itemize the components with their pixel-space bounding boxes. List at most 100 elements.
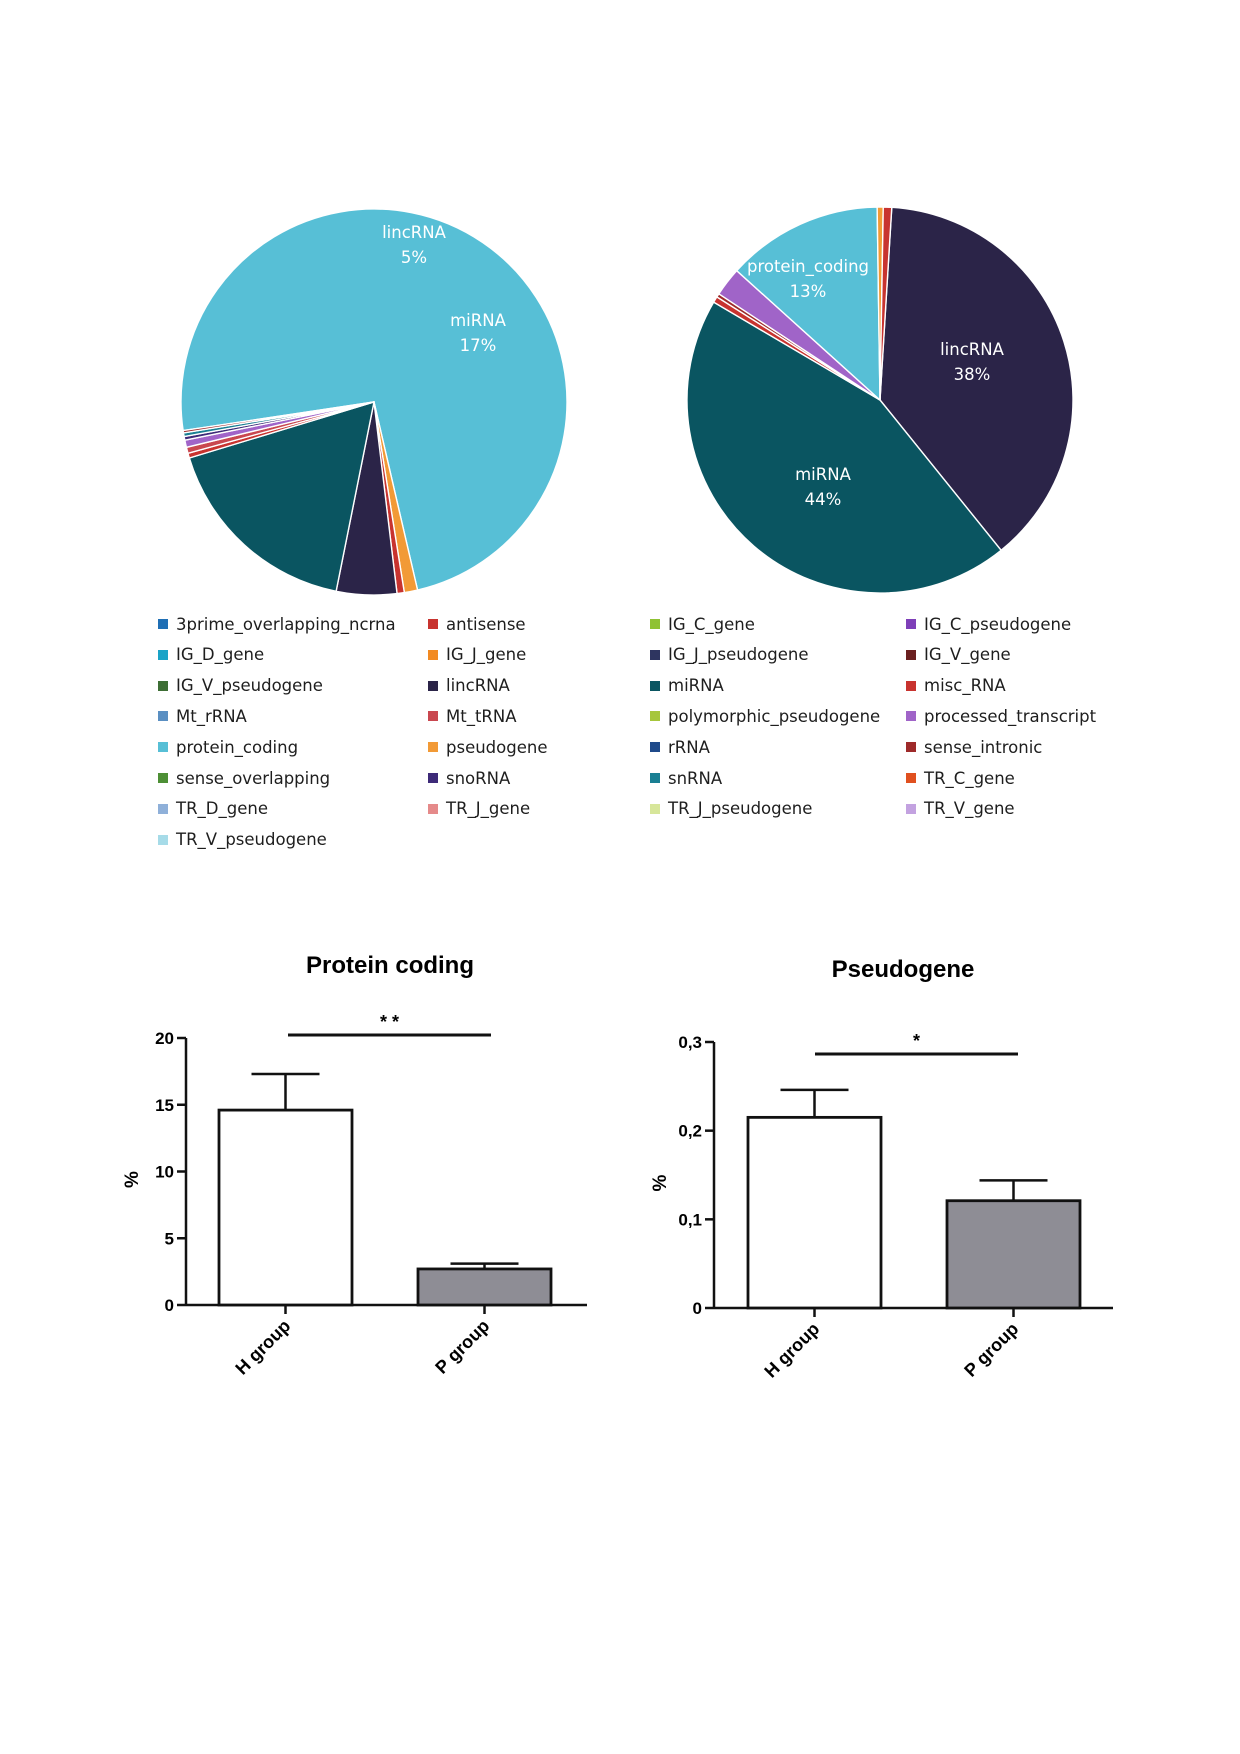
legend-label: protein_coding <box>176 737 299 757</box>
legend-swatch <box>906 680 916 691</box>
legend-item-processed-transcript: processed_transcript <box>906 705 1096 727</box>
protein-coding-y-axis-label: % <box>122 1171 143 1188</box>
legend-item-snrna: snRNA <box>650 767 722 789</box>
legend-swatch <box>428 649 438 660</box>
protein-coding-significance-marker: * * <box>380 1012 399 1032</box>
protein-coding-category-label-p-group: P group <box>431 1316 493 1378</box>
legend-item-sense-overlapping: sense_overlapping <box>158 767 330 789</box>
legend-label: polymorphic_pseudogene <box>668 706 881 726</box>
legend-label: IG_V_pseudogene <box>176 676 323 696</box>
pie2-label-mirna: miRNA <box>795 465 851 484</box>
bar-charts: Protein coding 0 5 10 15 20% H group P group * *… <box>122 952 1113 1382</box>
legend-swatch <box>650 711 660 722</box>
protein-coding-y-tick-label: 5 <box>165 1229 174 1248</box>
legend-label: rRNA <box>668 737 710 757</box>
legend-swatch <box>428 619 438 629</box>
legend-swatch <box>158 773 168 783</box>
legend-swatch <box>650 803 660 814</box>
legend-label: IG_V_gene <box>924 645 1011 665</box>
legend-label: Mt_tRNA <box>446 706 517 726</box>
legend-item-misc-rna: misc_RNA <box>906 675 1006 697</box>
legend-item-tr-j-gene: TR_J_gene <box>428 798 530 820</box>
legend-item-ig-d-gene: IG_D_gene <box>158 644 264 666</box>
pie2-pct-protein-coding: 13% <box>790 282 827 301</box>
pseudogene-y-tick-label: 0,2 <box>678 1122 702 1141</box>
legend-item-tr-d-gene: TR_D_gene <box>158 798 268 820</box>
pseudogene-y-tick-label: 0 <box>693 1299 702 1318</box>
legend-label: sense_intronic <box>924 737 1043 757</box>
pie2-pct-mirna: 44% <box>805 490 842 509</box>
legend-label: antisense <box>446 614 526 634</box>
pie-charts: protein_coding73%lincRNA5%miRNA17%lincRN… <box>180 206 1074 596</box>
pie2-slice-antisense <box>879 206 893 401</box>
pseudogene-y-tick-label: 0,1 <box>678 1210 702 1229</box>
legend-swatch <box>906 742 916 753</box>
legend-swatch <box>428 711 438 722</box>
legend-label: lincRNA <box>446 676 510 696</box>
protein-coding-bar-h-group <box>217 1108 354 1307</box>
legend-item-ig-j-gene: IG_J_gene <box>428 644 526 666</box>
legend-swatch <box>158 649 168 660</box>
pie1-pct-lincrna: 5% <box>401 248 427 267</box>
pie2-label-protein-coding: protein_coding <box>747 257 869 277</box>
protein-coding-y-tick-label: 15 <box>155 1096 174 1115</box>
legend-item-lincrna: lincRNA <box>428 675 510 697</box>
pie1-label-mirna: miRNA <box>450 311 506 330</box>
legend-item-tr-j-pseudogene: TR_J_pseudogene <box>650 798 812 820</box>
pseudogene-category-label-p-group: P group <box>960 1319 1022 1381</box>
legend-item-tr-v-pseudogene: TR_V_pseudogene <box>158 829 327 851</box>
legend-item-ig-c-gene: IG_C_gene <box>650 613 755 635</box>
protein-coding-bar-p-group <box>416 1267 553 1307</box>
protein-coding-y-tick-label: 20 <box>155 1029 174 1048</box>
legend-label: TR_J_gene <box>446 799 531 819</box>
legend-swatch <box>428 803 438 814</box>
legend-swatch <box>906 711 916 722</box>
legend-label: IG_D_gene <box>176 645 265 665</box>
legend-label: snoRNA <box>446 768 511 788</box>
pie1-slice-protein-coding <box>180 208 568 591</box>
legend-item-rrna: rRNA <box>650 736 710 758</box>
legend-item-pseudogene: pseudogene <box>428 736 547 758</box>
legend-swatch <box>650 742 660 753</box>
pseudogene-bar-p-group <box>945 1199 1082 1310</box>
legend-item-tr-v-gene: TR_V_gene <box>906 798 1015 820</box>
pseudogene-category-label-h-group: H group <box>760 1319 823 1382</box>
legend-swatch <box>158 711 168 722</box>
legend-item-antisense: antisense <box>428 613 526 635</box>
protein-coding-y-tick-label: 10 <box>155 1163 174 1182</box>
pie1-slice-mirna <box>188 400 375 593</box>
legend-swatch <box>650 680 660 691</box>
legend-swatch <box>158 680 168 691</box>
legend-item-mirna: miRNA <box>650 675 724 697</box>
pie2-label-lincrna: lincRNA <box>940 340 1005 359</box>
legend-swatch <box>428 742 438 753</box>
legend-label: processed_transcript <box>924 706 1097 726</box>
legend-swatch <box>650 619 660 629</box>
legend-label: sense_overlapping <box>176 768 331 788</box>
legend-label: TR_D_gene <box>176 799 268 819</box>
pseudogene-y-tick-label: 0,3 <box>678 1033 702 1052</box>
legend-item-snorna: snoRNA <box>428 767 510 789</box>
pseudogene-chart-title: Pseudogene <box>832 956 975 983</box>
legend-swatch <box>158 834 168 845</box>
legend-label: IG_J_gene <box>446 645 527 665</box>
pie1-slice-sense-intronic <box>182 401 375 434</box>
pie2-slice-mirna <box>686 301 1003 594</box>
legend-item-tr-c-gene: TR_C_gene <box>906 767 1015 789</box>
legend-label: Mt_rRNA <box>176 706 247 726</box>
legend-swatch <box>158 619 168 629</box>
legend-item-protein-coding: protein_coding <box>158 736 298 758</box>
pie2-pct-lincrna: 38% <box>954 365 991 384</box>
pie1-label-lincrna: lincRNA <box>382 223 447 242</box>
legend-swatch <box>650 649 660 660</box>
legend-swatch <box>906 619 916 629</box>
legend-item-mt-rrna: Mt_rRNA <box>158 705 247 727</box>
protein-coding-chart-title: Protein coding <box>306 952 474 979</box>
legend-label: IG_C_gene <box>668 614 755 634</box>
legend-swatch <box>650 773 660 783</box>
legend-label: TR_V_gene <box>924 799 1015 819</box>
pie-legend: 3prime_overlapping_ncrna antisense IG_C_ge… <box>158 613 1098 863</box>
legend-item-mt-trna: Mt_tRNA <box>428 705 517 727</box>
legend-swatch <box>906 649 916 660</box>
legend-item-ig-c-pseudogene: IG_C_pseudogene <box>906 613 1071 635</box>
